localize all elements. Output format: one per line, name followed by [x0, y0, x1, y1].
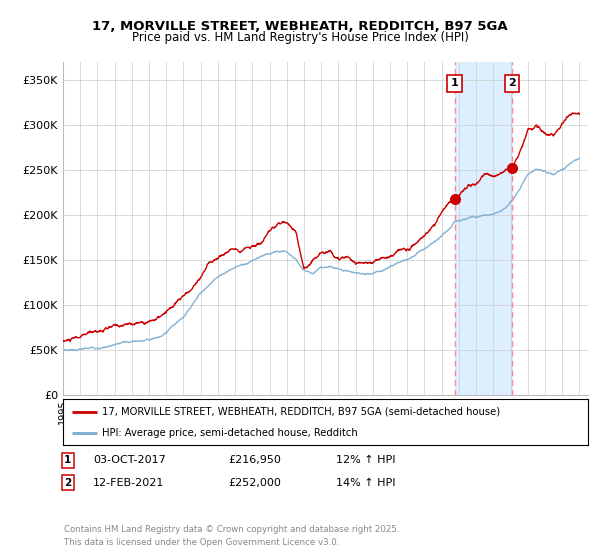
Text: 17, MORVILLE STREET, WEBHEATH, REDDITCH, B97 5GA: 17, MORVILLE STREET, WEBHEATH, REDDITCH,… [92, 20, 508, 32]
Text: 2: 2 [64, 478, 71, 488]
Text: 14% ↑ HPI: 14% ↑ HPI [336, 478, 395, 488]
Text: Contains HM Land Registry data © Crown copyright and database right 2025.
This d: Contains HM Land Registry data © Crown c… [64, 525, 400, 547]
Text: 1: 1 [451, 78, 458, 88]
Text: Price paid vs. HM Land Registry's House Price Index (HPI): Price paid vs. HM Land Registry's House … [131, 31, 469, 44]
Text: 17, MORVILLE STREET, WEBHEATH, REDDITCH, B97 5GA (semi-detached house): 17, MORVILLE STREET, WEBHEATH, REDDITCH,… [103, 407, 500, 417]
Text: 12% ↑ HPI: 12% ↑ HPI [336, 455, 395, 465]
Text: 03-OCT-2017: 03-OCT-2017 [93, 455, 166, 465]
Text: 1: 1 [64, 455, 71, 465]
Text: £252,000: £252,000 [228, 478, 281, 488]
Text: £216,950: £216,950 [228, 455, 281, 465]
Text: 2: 2 [508, 78, 516, 88]
Bar [455, 62, 512, 395]
Text: HPI: Average price, semi-detached house, Redditch: HPI: Average price, semi-detached house,… [103, 428, 358, 438]
Text: 12-FEB-2021: 12-FEB-2021 [93, 478, 164, 488]
